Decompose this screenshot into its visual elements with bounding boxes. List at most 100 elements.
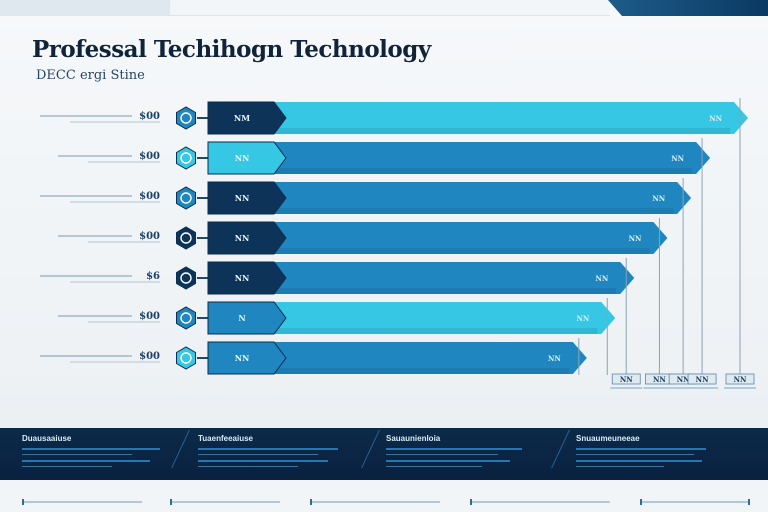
data-bar (274, 302, 616, 334)
footer-line (386, 454, 498, 455)
bar-label: NN (235, 153, 250, 163)
top-strip-accent (608, 0, 768, 16)
footer-band: Duausaaiuse Tuaenfeeaiuse Sauaunienloia … (0, 428, 768, 480)
bar-end-label: NN (652, 194, 665, 203)
bar-end-label: NN (595, 274, 608, 283)
circle-gauge-icon (180, 312, 192, 324)
bar-end-label: NN (576, 314, 589, 323)
bar-end-label: NN (709, 114, 722, 123)
bar-label-box (207, 301, 287, 335)
bottom-line (640, 501, 750, 503)
footer-line (576, 466, 664, 467)
footer-column-1: Duausaaiuse (22, 434, 172, 476)
bottom-tick (470, 499, 472, 505)
circle-gauge-icon (180, 272, 192, 284)
page-title: Professal Techihogn Technology (32, 36, 431, 63)
bar-shade (274, 128, 730, 134)
bottom-band (0, 480, 768, 512)
bar-shade (274, 368, 569, 374)
bar-label: NN (235, 353, 250, 363)
footer-heading-2: Tuaenfeeaiuse (198, 434, 253, 443)
data-bar (274, 262, 635, 294)
bar-end-label: NN (671, 154, 684, 163)
top-strip-middle (170, 0, 610, 16)
bottom-label-box (611, 373, 641, 385)
circle-gauge-icon (180, 232, 192, 244)
bottom-label: NN (677, 375, 690, 384)
footer-column-4: Snuaumeuneeae (576, 434, 726, 476)
hexagon-icon (176, 306, 196, 330)
bottom-label-box (687, 373, 717, 385)
data-bar (274, 182, 692, 214)
footer-line (576, 448, 706, 450)
category-label: $00 (139, 311, 160, 322)
category-label: $00 (139, 111, 160, 122)
hexagon-icon (176, 226, 196, 250)
bottom-line (470, 501, 610, 503)
bar-label-box (207, 101, 287, 135)
page-subtitle: DECC ergi Stine (36, 68, 145, 83)
footer-line (198, 454, 318, 455)
footer-column-3: Sauaunienloia (386, 434, 536, 476)
bar-label: NN (235, 233, 250, 243)
bottom-tick (640, 499, 642, 505)
circle-gauge-icon (180, 192, 192, 204)
bottom-line (310, 501, 440, 503)
bottom-label: NN (653, 375, 666, 384)
circle-gauge-icon (180, 112, 192, 124)
bottom-label: NN (696, 375, 709, 384)
data-bar (274, 222, 668, 254)
bottom-label: NN (734, 375, 747, 384)
footer-line (22, 466, 112, 467)
bar-label-box (207, 141, 287, 175)
data-bar (274, 342, 587, 374)
hexagon-icon (176, 146, 196, 170)
bar-end-label: NN (548, 354, 561, 363)
bar-shade (274, 208, 674, 214)
hexagon-icon (176, 346, 196, 370)
bar-label-box (207, 181, 287, 215)
category-label: $00 (139, 351, 160, 362)
bar-shade (274, 288, 617, 294)
bar-label: NM (234, 113, 250, 123)
bar-end-label: NN (629, 234, 642, 243)
bar-shade (274, 168, 693, 174)
bottom-tick (22, 499, 24, 505)
category-label: $6 (146, 271, 160, 282)
bar-label-box (207, 341, 287, 375)
bar-label-box (207, 261, 287, 295)
footer-heading-3: Sauaunienloia (386, 434, 441, 443)
footer-line (22, 454, 132, 455)
category-label: $00 (139, 231, 160, 242)
bar-label: NN (235, 273, 250, 283)
bottom-line (170, 501, 280, 503)
bar-chart: $00 NM NN$00 NN NN$00 NN NN$00 NN NN$6 NN NN$00 N NN… (40, 98, 756, 389)
bar-shade (274, 248, 650, 254)
footer-heading-4: Snuaumeuneeae (576, 434, 640, 443)
footer-divider (171, 430, 190, 468)
circle-gauge-icon (180, 152, 192, 164)
category-label: $00 (139, 191, 160, 202)
footer-line (386, 448, 522, 450)
hexagon-icon (176, 186, 196, 210)
footer-line (386, 466, 482, 467)
bar-label: NN (235, 193, 250, 203)
bar-shade (274, 328, 598, 334)
bottom-line (22, 501, 142, 503)
bottom-label: NN (620, 375, 633, 384)
bottom-tick (310, 499, 312, 505)
footer-line (198, 466, 298, 467)
bottom-tick (748, 499, 750, 505)
footer-heading-1: Duausaaiuse (22, 434, 72, 443)
footer-line (386, 460, 510, 462)
bar-label: N (238, 313, 245, 323)
circle-gauge-icon (180, 352, 192, 364)
data-bar (274, 102, 748, 134)
footer-column-2: Tuaenfeeaiuse (198, 434, 348, 476)
footer-line (22, 460, 150, 462)
top-strip-left (0, 0, 170, 16)
footer-line (576, 454, 694, 455)
footer-line (576, 460, 702, 462)
bottom-label-box (725, 373, 755, 385)
footer-divider (551, 430, 570, 468)
